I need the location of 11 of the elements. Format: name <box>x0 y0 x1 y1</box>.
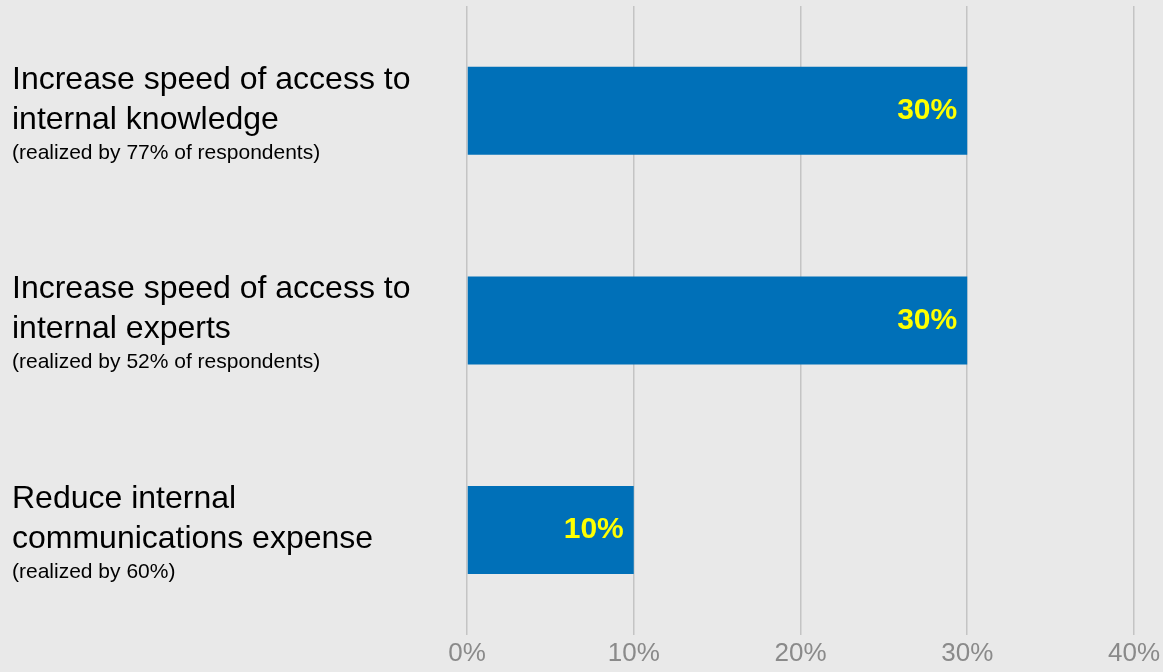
data-label: 10% <box>563 511 624 545</box>
x-tick-label: 20% <box>774 636 827 667</box>
y-tick-label: Reduce internal communications expense (realized by 60%) <box>12 479 374 582</box>
x-tick-label: 0% <box>448 636 486 667</box>
data-label: 30% <box>897 92 958 126</box>
x-tick-label: 30% <box>941 636 994 667</box>
x-tick-label: 40% <box>1107 636 1160 667</box>
x-tick-label: 10% <box>607 636 660 667</box>
y-tick-label: Increase speed of access to internal experts (realized by 52% of respondents) <box>12 269 411 373</box>
data-label: 30% <box>897 301 958 335</box>
y-tick-label: Increase speed of access to internal knowledge (realized by 77% of respondents) <box>12 59 411 163</box>
